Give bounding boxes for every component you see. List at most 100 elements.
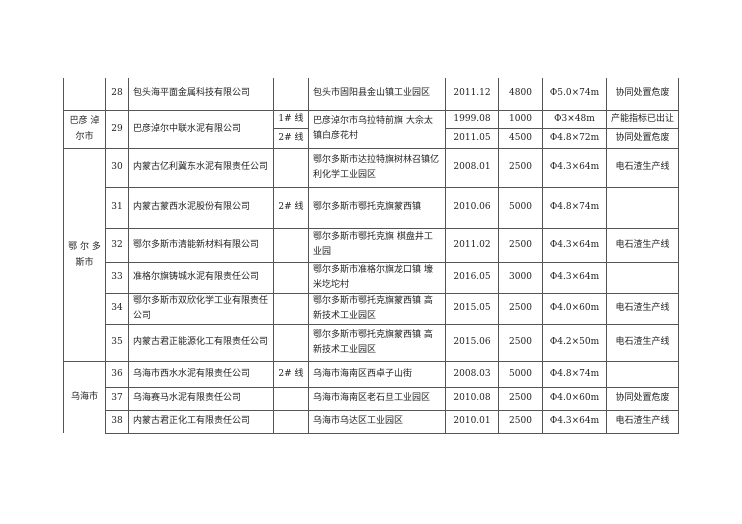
- commission-date: 2011.02: [445, 227, 499, 263]
- line-number: [273, 292, 309, 325]
- capacity: 2500: [498, 147, 543, 188]
- commission-date: 2015.05: [445, 292, 499, 325]
- capacity: 4800: [498, 78, 543, 111]
- capacity: 2500: [498, 227, 543, 263]
- table-row: 28 包头海平面金属科技有限公司 包头市固阳县金山镇工业园区 2011.12 4800 Φ…: [63, 78, 679, 111]
- row-number: 28: [105, 78, 129, 111]
- location: 巴彦淖尔市乌拉特前旗 大佘太镇白彦花村: [308, 109, 446, 149]
- company-name: 内蒙古君正化工有限责任公司: [128, 409, 274, 434]
- line-number: 1# 线: [273, 109, 309, 129]
- note: 协同处置危废: [606, 127, 679, 149]
- row-number: 30: [105, 147, 129, 188]
- table-row: 巴彦 淖尔市 29 巴彦淖尔中联水泥有限公司 1# 线巴彦淖尔市乌拉特前旗 大佘太镇白…: [63, 109, 679, 149]
- table-row: 32 鄂尔多斯市清能新材料有限公司 鄂尔多斯市鄂托克旗 棋盘井工业园 2011.02 2…: [64, 227, 679, 263]
- company-name: 内蒙古蒙西水泥股份有限公司: [128, 186, 274, 229]
- capacity: 2500: [498, 409, 543, 434]
- commission-date: 2010.06: [445, 186, 499, 229]
- commission-date: 2011.05: [445, 127, 499, 149]
- table-row: 33 准格尔旗铸城水泥有限责任公司 鄂尔多斯市准格尔旗龙口镇 壕米圪坨村 2016.0…: [64, 261, 679, 294]
- region-cell: 乌海市: [63, 360, 106, 433]
- capacity: 2500: [498, 323, 543, 362]
- row-number: 35: [105, 323, 129, 362]
- location: 鄂尔多斯市达拉特旗树林召镇亿利化学工业园区: [308, 147, 446, 188]
- note: 电石渣生产线: [606, 147, 679, 188]
- line-number: [273, 323, 309, 362]
- kiln-spec: Φ3×48m: [542, 109, 607, 129]
- table-row: 38 内蒙古君正化工有限责任公司 乌海市乌达区工业园区 2010.01 2500 Φ4.3…: [64, 409, 679, 434]
- commission-date: 2008.01: [445, 147, 499, 188]
- line-number: [273, 386, 309, 411]
- row-number: 38: [105, 409, 129, 434]
- commission-date: 2010.01: [445, 409, 499, 434]
- capacity: 5000: [498, 186, 543, 229]
- company-name: 乌海赛马水泥有限责任公司: [128, 386, 274, 411]
- note: 协同处置危废: [606, 78, 679, 111]
- line-number: 2# 线: [273, 360, 309, 388]
- location: 鄂尔多斯市鄂托克旗蒙西镇 高新技术工业园区: [308, 323, 446, 362]
- location: 乌海市海南区老石旦工业园区: [308, 386, 446, 411]
- line-number: [273, 409, 309, 434]
- note: 电石渣生产线: [606, 409, 679, 434]
- note: 电石渣生产线: [606, 292, 679, 325]
- company-name: 包头海平面金属科技有限公司: [128, 78, 274, 111]
- commission-date: 2016.05: [445, 261, 499, 294]
- company-name: 鄂尔多斯市双欣化学工业有限责任公司: [128, 292, 274, 325]
- capacity: 5000: [498, 360, 543, 388]
- commission-date: 2008.03: [445, 360, 499, 388]
- kiln-spec: Φ4.0×60m: [542, 292, 607, 325]
- location: 乌海市海南区西卓子山街: [308, 360, 446, 388]
- capacity: 2500: [498, 292, 543, 325]
- row-number: 29: [105, 109, 129, 149]
- line-number: 2# 线: [273, 186, 309, 229]
- kiln-spec: Φ4.3×64m: [542, 409, 607, 434]
- line-number: [273, 78, 309, 111]
- location: 鄂尔多斯市鄂托克旗蒙西镇: [308, 186, 446, 229]
- location: 乌海市乌达区工业园区: [308, 409, 446, 434]
- table-row: 鄂 尔 多斯市 30 内蒙古亿利冀东水泥有限责任公司 鄂尔多斯市达拉特旗树林召镇亿利化…: [63, 147, 679, 362]
- row-number: 37: [105, 386, 129, 411]
- note: [606, 186, 679, 229]
- note: 协同处置危废: [606, 386, 679, 411]
- company-name: 准格尔旗铸城水泥有限责任公司: [128, 261, 274, 294]
- kiln-spec: Φ5.0×74m: [542, 78, 607, 111]
- kiln-spec: Φ4.0×60m: [542, 386, 607, 411]
- commission-date: 2011.12: [445, 78, 499, 111]
- note: 电石渣生产线: [606, 323, 679, 362]
- table-row: 2# 线 2011.05 4500 Φ4.8×72m 协同处置危废: [64, 127, 679, 149]
- location: 包头市固阳县金山镇工业园区: [308, 78, 446, 111]
- location: 鄂尔多斯市准格尔旗龙口镇 壕米圪坨村: [308, 261, 446, 294]
- kiln-spec: Φ4.8×72m: [542, 127, 607, 149]
- row-number: 34: [105, 292, 129, 325]
- row-number: 32: [105, 227, 129, 263]
- row-number: 36: [105, 360, 129, 388]
- row-number: 33: [105, 261, 129, 294]
- line-number: 2# 线: [273, 127, 309, 149]
- kiln-spec: Φ4.3×64m: [542, 261, 607, 294]
- company-name: 内蒙古亿利冀东水泥有限责任公司: [128, 147, 274, 188]
- kiln-spec: Φ4.3×64m: [542, 147, 607, 188]
- table-row: 35 内蒙古君正能源化工有限责任公司 鄂尔多斯市鄂托克旗蒙西镇 高新技术工业园区 20…: [64, 323, 679, 362]
- region-cell: [63, 78, 106, 111]
- region-cell: 巴彦 淖尔市: [63, 109, 106, 149]
- company-name: 乌海市西水水泥有限责任公司: [128, 360, 274, 388]
- location: 鄂尔多斯市鄂托克旗蒙西镇 高新技术工业园区: [308, 292, 446, 325]
- company-name: 内蒙古君正能源化工有限责任公司: [128, 323, 274, 362]
- kiln-spec: Φ4.8×74m: [542, 360, 607, 388]
- row-number: 31: [105, 186, 129, 229]
- kiln-spec: Φ4.3×64m: [542, 227, 607, 263]
- table-row: 34 鄂尔多斯市双欣化学工业有限责任公司 鄂尔多斯市鄂托克旗蒙西镇 高新技术工业园区…: [64, 292, 679, 325]
- kiln-spec: Φ4.2×50m: [542, 323, 607, 362]
- note: [606, 360, 679, 388]
- capacity: 3000: [498, 261, 543, 294]
- line-number: [273, 227, 309, 263]
- note: 产能指标已出让: [606, 109, 679, 129]
- kiln-spec: Φ4.8×74m: [542, 186, 607, 229]
- line-number: [273, 147, 309, 188]
- line-number: [273, 261, 309, 294]
- table-row: 31 内蒙古蒙西水泥股份有限公司 2# 线鄂尔多斯市鄂托克旗蒙西镇 2010.06 50…: [64, 186, 679, 229]
- commission-date: 2015.06: [445, 323, 499, 362]
- region-cell: 鄂 尔 多斯市: [63, 147, 106, 362]
- company-name: 巴彦淖尔中联水泥有限公司: [128, 109, 274, 149]
- cement-plant-table: 28 包头海平面金属科技有限公司 包头市固阳县金山镇工业园区 2011.12 4800 Φ…: [63, 78, 679, 434]
- location: 鄂尔多斯市鄂托克旗 棋盘井工业园: [308, 227, 446, 263]
